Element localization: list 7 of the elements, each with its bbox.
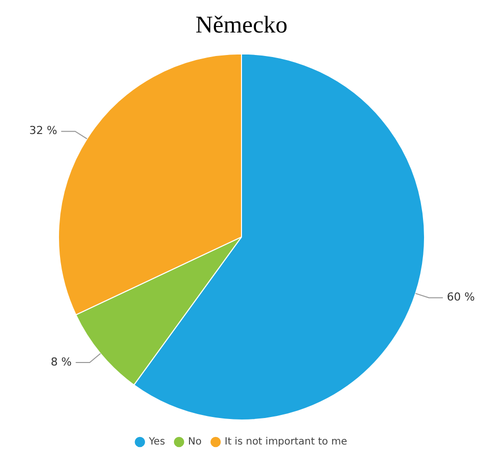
data-label: 8 % [50,355,72,368]
legend-label: No [188,436,202,448]
chart-title: Německo [196,12,288,39]
data-label: 60 % [446,290,475,304]
legend-label: It is not important to me [224,436,348,448]
legend-label: Yes [148,436,166,448]
data-label: 32 % [29,124,58,138]
